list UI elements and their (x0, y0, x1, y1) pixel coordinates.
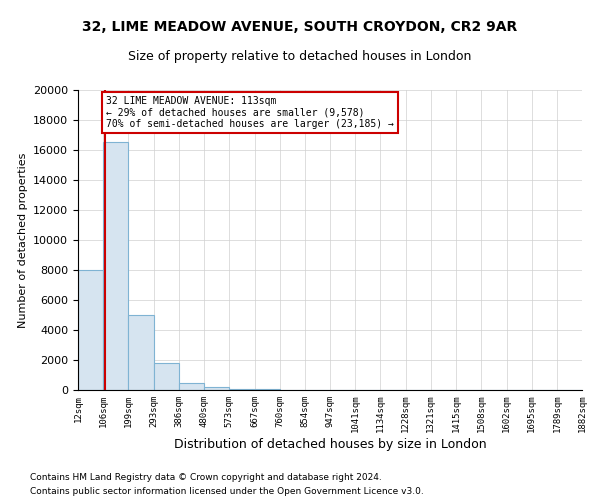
Bar (179, 382, 204, 390)
Bar (78, 270, 103, 390)
Text: 32, LIME MEADOW AVENUE, SOUTH CROYDON, CR2 9AR: 32, LIME MEADOW AVENUE, SOUTH CROYDON, C… (82, 20, 518, 34)
Bar (154, 363, 179, 390)
Bar (229, 388, 254, 390)
Bar (103, 142, 128, 390)
Bar (204, 387, 229, 390)
Bar (128, 315, 154, 390)
Y-axis label: Number of detached properties: Number of detached properties (17, 152, 28, 328)
Text: 32 LIME MEADOW AVENUE: 113sqm
← 29% of detached houses are smaller (9,578)
70% o: 32 LIME MEADOW AVENUE: 113sqm ← 29% of d… (106, 96, 394, 129)
Bar (254, 389, 280, 390)
Text: Contains HM Land Registry data © Crown copyright and database right 2024.: Contains HM Land Registry data © Crown c… (30, 472, 382, 482)
Text: Contains public sector information licensed under the Open Government Licence v3: Contains public sector information licen… (30, 488, 424, 496)
Text: Size of property relative to detached houses in London: Size of property relative to detached ho… (128, 50, 472, 63)
X-axis label: Distribution of detached houses by size in London: Distribution of detached houses by size … (173, 438, 487, 451)
